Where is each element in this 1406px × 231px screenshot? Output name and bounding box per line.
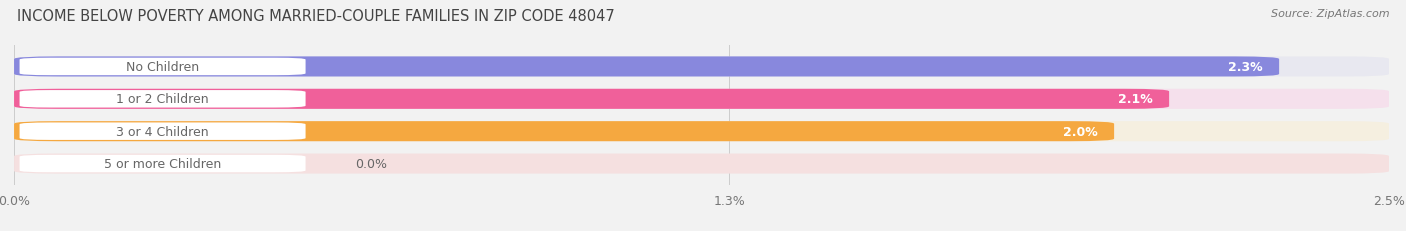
Text: 2.1%: 2.1% [1118,93,1153,106]
FancyBboxPatch shape [20,123,305,140]
FancyBboxPatch shape [14,89,1389,109]
FancyBboxPatch shape [14,89,1170,109]
FancyBboxPatch shape [20,91,305,108]
Text: No Children: No Children [127,61,200,74]
FancyBboxPatch shape [14,122,1114,142]
Text: 5 or more Children: 5 or more Children [104,157,221,170]
Text: INCOME BELOW POVERTY AMONG MARRIED-COUPLE FAMILIES IN ZIP CODE 48047: INCOME BELOW POVERTY AMONG MARRIED-COUPL… [17,9,614,24]
Text: 2.0%: 2.0% [1063,125,1098,138]
Text: 2.3%: 2.3% [1227,61,1263,74]
FancyBboxPatch shape [14,57,1279,77]
Text: Source: ZipAtlas.com: Source: ZipAtlas.com [1271,9,1389,19]
Text: 1 or 2 Children: 1 or 2 Children [117,93,209,106]
FancyBboxPatch shape [20,155,305,173]
FancyBboxPatch shape [20,58,305,76]
FancyBboxPatch shape [14,122,1389,142]
Text: 0.0%: 0.0% [356,157,387,170]
FancyBboxPatch shape [14,57,1389,77]
Text: 3 or 4 Children: 3 or 4 Children [117,125,209,138]
FancyBboxPatch shape [14,154,1389,174]
